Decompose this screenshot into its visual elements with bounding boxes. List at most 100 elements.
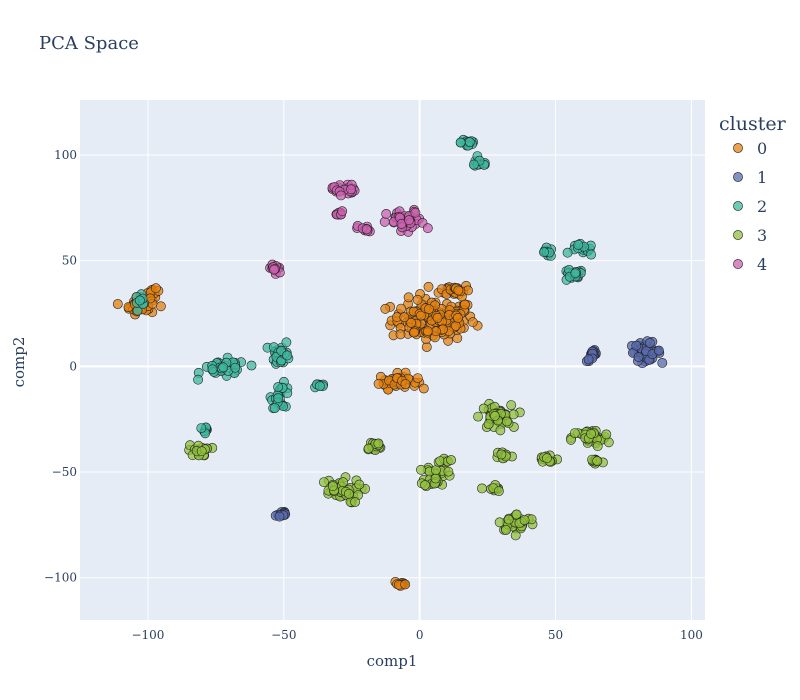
data-point[interactable] xyxy=(196,423,207,433)
data-point[interactable] xyxy=(633,352,644,362)
data-point[interactable] xyxy=(473,411,483,422)
data-point[interactable] xyxy=(510,530,521,541)
data-point[interactable] xyxy=(569,428,580,438)
data-point[interactable] xyxy=(396,303,406,314)
data-point[interactable] xyxy=(361,224,372,235)
data-point[interactable] xyxy=(412,294,423,305)
data-point[interactable] xyxy=(501,525,511,535)
legend-item-3[interactable]: 3 xyxy=(733,226,767,245)
data-point[interactable] xyxy=(645,337,655,348)
data-point[interactable] xyxy=(381,208,392,219)
data-point[interactable] xyxy=(412,373,423,383)
data-point[interactable] xyxy=(478,403,489,414)
data-point[interactable] xyxy=(338,477,348,488)
data-point[interactable] xyxy=(218,362,229,373)
data-point[interactable] xyxy=(418,383,429,394)
data-point[interactable] xyxy=(150,283,161,294)
data-point[interactable] xyxy=(273,393,284,404)
series-cluster-3[interactable] xyxy=(184,398,614,541)
data-point[interactable] xyxy=(379,216,390,227)
data-point[interactable] xyxy=(423,281,434,292)
data-point[interactable] xyxy=(354,479,365,490)
data-point[interactable] xyxy=(193,374,203,385)
series-cluster-4[interactable] xyxy=(265,179,433,279)
data-point[interactable] xyxy=(508,409,519,420)
data-point[interactable] xyxy=(373,438,384,449)
data-point[interactable] xyxy=(477,483,487,494)
data-point[interactable] xyxy=(432,312,443,323)
data-point[interactable] xyxy=(399,312,410,323)
data-point[interactable] xyxy=(318,477,329,487)
data-point[interactable] xyxy=(503,514,514,525)
data-point[interactable] xyxy=(542,453,552,464)
data-point[interactable] xyxy=(327,481,338,492)
data-point[interactable] xyxy=(346,184,356,195)
data-point[interactable] xyxy=(155,301,166,312)
data-point[interactable] xyxy=(423,304,434,314)
data-point[interactable] xyxy=(269,264,279,275)
data-point[interactable] xyxy=(495,425,506,436)
data-point[interactable] xyxy=(468,159,479,170)
data-point[interactable] xyxy=(501,416,512,427)
data-point[interactable] xyxy=(506,400,517,410)
series-cluster-2[interactable] xyxy=(131,134,596,439)
data-point[interactable] xyxy=(230,362,241,373)
data-point[interactable] xyxy=(562,247,573,258)
data-point[interactable] xyxy=(273,382,283,392)
data-point[interactable] xyxy=(281,337,292,348)
data-point[interactable] xyxy=(592,441,603,452)
data-point[interactable] xyxy=(586,428,596,439)
data-point[interactable] xyxy=(422,326,433,336)
data-point[interactable] xyxy=(446,455,456,465)
data-point[interactable] xyxy=(467,317,478,328)
data-point[interactable] xyxy=(654,345,664,356)
legend-item-0[interactable]: 0 xyxy=(733,139,767,158)
data-point[interactable] xyxy=(601,429,612,440)
data-point[interactable] xyxy=(416,464,426,475)
data-point[interactable] xyxy=(207,364,218,375)
data-point[interactable] xyxy=(196,446,207,457)
data-point[interactable] xyxy=(363,443,374,454)
data-point[interactable] xyxy=(246,360,257,371)
data-point[interactable] xyxy=(410,207,421,218)
data-point[interactable] xyxy=(350,497,360,507)
data-point[interactable] xyxy=(573,239,584,250)
data-point[interactable] xyxy=(314,381,325,391)
series-cluster-1[interactable] xyxy=(270,336,668,522)
data-point[interactable] xyxy=(453,285,464,296)
data-point[interactable] xyxy=(489,410,500,421)
data-point[interactable] xyxy=(420,480,430,490)
data-point[interactable] xyxy=(539,247,549,258)
data-point[interactable] xyxy=(511,509,522,520)
legend-item-4[interactable]: 4 xyxy=(733,255,767,274)
data-point[interactable] xyxy=(400,579,411,590)
data-point[interactable] xyxy=(483,419,494,429)
data-point[interactable] xyxy=(336,190,346,201)
data-point[interactable] xyxy=(583,354,594,365)
legend-item-2[interactable]: 2 xyxy=(733,197,767,216)
data-point[interactable] xyxy=(400,379,411,389)
data-point[interactable] xyxy=(631,340,642,351)
data-point[interactable] xyxy=(416,310,426,321)
data-point[interactable] xyxy=(570,268,581,279)
data-point[interactable] xyxy=(404,215,414,226)
data-point[interactable] xyxy=(493,486,504,496)
data-point[interactable] xyxy=(452,312,463,323)
data-point[interactable] xyxy=(134,295,145,306)
scatter-points[interactable] xyxy=(112,134,668,591)
data-point[interactable] xyxy=(380,303,391,314)
data-point[interactable] xyxy=(343,488,354,499)
data-point[interactable] xyxy=(409,327,419,338)
data-point[interactable] xyxy=(657,357,668,368)
data-point[interactable] xyxy=(403,292,414,303)
data-point[interactable] xyxy=(519,515,530,525)
data-point[interactable] xyxy=(494,517,505,528)
data-point[interactable] xyxy=(443,466,454,477)
data-point[interactable] xyxy=(282,350,292,361)
data-point[interactable] xyxy=(586,249,596,260)
data-point[interactable] xyxy=(112,299,123,309)
data-point[interactable] xyxy=(269,403,280,413)
data-point[interactable] xyxy=(592,456,603,466)
legend-item-1[interactable]: 1 xyxy=(733,168,767,187)
data-point[interactable] xyxy=(496,449,507,460)
